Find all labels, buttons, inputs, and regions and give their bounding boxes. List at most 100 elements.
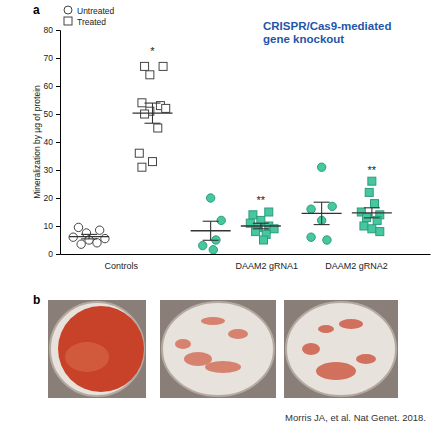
error-cap (81, 234, 97, 235)
y-tick: 10 (44, 221, 60, 231)
data-point (146, 71, 154, 79)
error-cap (81, 238, 97, 239)
dish-rim (286, 302, 396, 396)
data-point (141, 110, 149, 118)
legend-label: Treated (77, 17, 106, 27)
title-line: CRISPR/Cas9-mediated (263, 20, 391, 32)
legend-symbol (64, 6, 72, 14)
y-tick-label: 10 (44, 221, 54, 231)
data-point (149, 158, 157, 166)
x-tick-label: DAAM2 gRNA1 (235, 261, 298, 271)
data-point (376, 228, 384, 236)
data-point (154, 124, 162, 132)
stain (175, 339, 191, 349)
y-tick-label: 20 (44, 193, 54, 203)
significance: * (150, 45, 155, 57)
legend-symbol (64, 17, 72, 25)
error-bar (371, 208, 372, 218)
data-point (260, 236, 268, 244)
x-axis-line (61, 254, 431, 255)
y-tick-label: 60 (44, 81, 54, 91)
data-point (368, 225, 376, 233)
y-tick: 60 (44, 81, 60, 91)
stain (228, 329, 248, 339)
y-tick: 30 (44, 165, 60, 175)
y-tick: 40 (44, 137, 60, 147)
y-tick-mark (56, 170, 60, 171)
x-tick: DAAM2 gRNA2 (325, 254, 388, 271)
data-point (307, 205, 315, 213)
y-tick-mark (56, 30, 60, 31)
data-point (135, 149, 143, 157)
source: Morris JA, et al. Nat Genet. 2018. (285, 412, 426, 423)
significance: ** (368, 164, 377, 176)
data-point (307, 233, 315, 241)
photo-background (48, 300, 146, 398)
legend-item: Untreated (64, 6, 115, 16)
error-cap (145, 103, 161, 104)
stain (339, 319, 363, 329)
stain (58, 306, 144, 392)
stain (318, 325, 334, 333)
data-point (328, 202, 336, 210)
y-tick-mark (56, 114, 60, 115)
error-cap (203, 240, 219, 241)
annotations: ***** (150, 45, 376, 205)
y-tick-label: 40 (44, 137, 54, 147)
error-cap (314, 224, 330, 225)
data-point (77, 240, 85, 248)
data-point (206, 194, 214, 202)
figure: a CRISPR/Cas9-mediatedgene knockout 0 10 20 3… (0, 0, 435, 433)
stain (65, 342, 109, 372)
data-point (159, 62, 167, 70)
photos (48, 300, 398, 398)
data-point (93, 239, 101, 247)
y-tick: 70 (44, 53, 60, 63)
y-tick-mark (56, 226, 60, 227)
error-bar (152, 103, 153, 123)
title-line: gene knockout (263, 33, 344, 45)
error-cap (145, 123, 161, 124)
y-axis-title: Mineralization by µg of protein (32, 85, 42, 199)
significance: ** (257, 194, 266, 206)
series-square (135, 62, 383, 244)
x-tick-label: Controls (105, 261, 139, 271)
panel-label: a (33, 3, 40, 17)
y-tick-mark (56, 58, 60, 59)
data-point (199, 241, 207, 249)
y-axis-line (56, 31, 61, 255)
y-tick: 20 (44, 193, 60, 203)
data-point (162, 104, 170, 112)
error-cap (314, 202, 330, 203)
x-tick: DAAM2 gRNA1 (235, 254, 298, 271)
y-tick: 0 (48, 249, 60, 259)
y-tick: 80 (44, 25, 60, 35)
stain (302, 343, 320, 355)
y-axis: 0 10 20 30 40 50 60 70 80 (44, 25, 61, 259)
data-point (371, 200, 379, 208)
error-bar (260, 223, 261, 229)
data-point (138, 163, 146, 171)
data-point (101, 234, 109, 242)
photo (284, 300, 398, 398)
data-point (365, 188, 373, 196)
photo (160, 300, 276, 398)
data-point (317, 163, 325, 171)
y-tick-mark (56, 198, 60, 199)
plot-marks (69, 62, 392, 254)
series-circle (69, 163, 336, 254)
data-point (141, 62, 149, 70)
photo-background (160, 300, 276, 398)
error-cap (253, 223, 269, 224)
x-tick-label: DAAM2 gRNA2 (325, 261, 388, 271)
stain (201, 317, 225, 325)
x-axis: Controls DAAM2 gRNA1 DAAM2 gRNA2 (61, 254, 431, 271)
photo-background (284, 300, 398, 398)
data-point (360, 222, 368, 230)
y-tick-label: 30 (44, 165, 54, 175)
dish-rim (50, 302, 144, 396)
stain (205, 361, 241, 373)
data-point (265, 208, 273, 216)
y-tick: 50 (44, 109, 60, 119)
x-tick: Controls (105, 254, 139, 271)
